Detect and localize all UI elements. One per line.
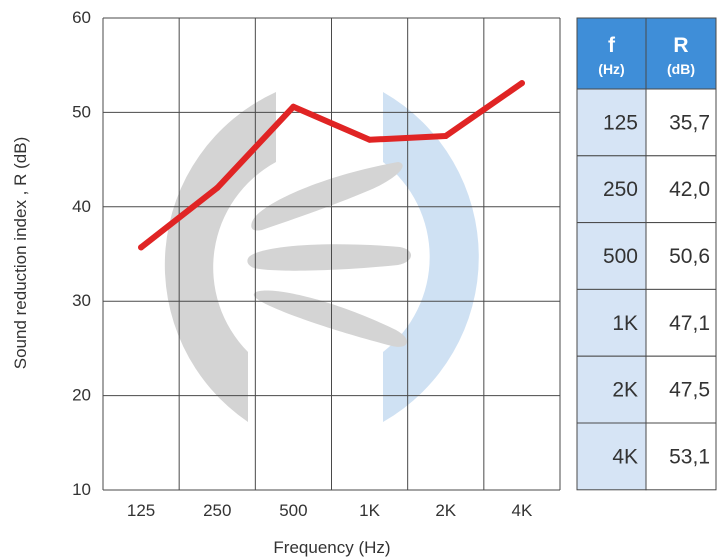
x-tick-label: 500 — [279, 501, 307, 520]
table-header-label: R — [673, 34, 688, 57]
table-frequency-value: 4K — [612, 445, 638, 468]
table-cell-frequency — [576, 422, 647, 491]
table-header-unit: (dB) — [667, 61, 695, 77]
table-r-value: 42,0 — [669, 178, 710, 201]
watermark-stroke-bottom — [253, 290, 408, 347]
table-cell-r — [645, 422, 717, 491]
table-r-value: 50,6 — [669, 245, 710, 268]
watermark-stroke-top — [251, 162, 403, 231]
y-tick-label: 60 — [72, 8, 91, 27]
y-axis-title: Sound reduction index , R (dB) — [11, 137, 30, 369]
x-tick-label: 1K — [359, 501, 380, 520]
x-axis-title: Frequency (Hz) — [273, 538, 390, 557]
chart-grid — [102, 17, 561, 491]
data-point — [138, 244, 145, 251]
y-tick-label: 10 — [72, 480, 91, 499]
x-tick-label: 4K — [512, 501, 533, 520]
data-point — [442, 133, 449, 139]
data-point — [518, 80, 525, 87]
y-tick-label: 30 — [72, 291, 91, 310]
chart-series — [138, 80, 525, 251]
y-tick-label: 40 — [72, 197, 91, 216]
watermark-left-arc — [164, 92, 276, 422]
table-header-unit: (Hz) — [598, 61, 624, 77]
table-r-value: 35,7 — [669, 111, 710, 134]
table-r-value: 47,1 — [669, 312, 710, 335]
table-cell-r — [645, 155, 717, 224]
table-cell-r — [645, 288, 717, 357]
table-cell-r — [645, 222, 717, 290]
table-frequency-value: 2K — [612, 379, 638, 402]
table-r-value: 47,5 — [669, 379, 710, 402]
data-point — [214, 184, 221, 191]
x-tick-label: 2K — [435, 501, 456, 520]
table-frequency-value: 1K — [612, 312, 638, 335]
table-cell-frequency — [576, 155, 647, 224]
x-axis-ticks: 125 250 500 1K 2K 4K — [127, 501, 533, 520]
table-header-cell-frequency — [576, 17, 647, 90]
watermark-stroke-middle — [247, 244, 412, 271]
watermark-logo — [164, 92, 479, 422]
data-point — [366, 136, 373, 143]
x-tick-label: 125 — [127, 501, 155, 520]
data-point — [290, 103, 297, 110]
data-table: f (Hz) R (dB) 125 35,7 250 42,0 500 50,6 1K 47,1 2K 4… — [576, 17, 717, 491]
table-cell-frequency — [576, 288, 647, 357]
table-cell-frequency — [576, 355, 647, 424]
table-r-value: 53,1 — [669, 445, 710, 468]
series-line — [138, 80, 525, 251]
table-cell-frequency — [576, 88, 647, 157]
y-tick-label: 20 — [72, 386, 91, 405]
y-tick-label: 50 — [72, 102, 91, 121]
table-cell-frequency — [576, 222, 647, 290]
table-cell-r — [645, 355, 717, 424]
table-header-label: f — [608, 34, 616, 57]
y-axis-ticks: 10 20 30 40 50 60 — [72, 8, 91, 499]
table-frequency-value: 125 — [603, 111, 638, 134]
table-frequency-value: 250 — [603, 178, 638, 201]
table-header-cell-r — [645, 17, 717, 90]
table-frequency-value: 500 — [603, 245, 638, 268]
x-tick-label: 250 — [203, 501, 231, 520]
watermark-right-arc — [383, 92, 479, 422]
